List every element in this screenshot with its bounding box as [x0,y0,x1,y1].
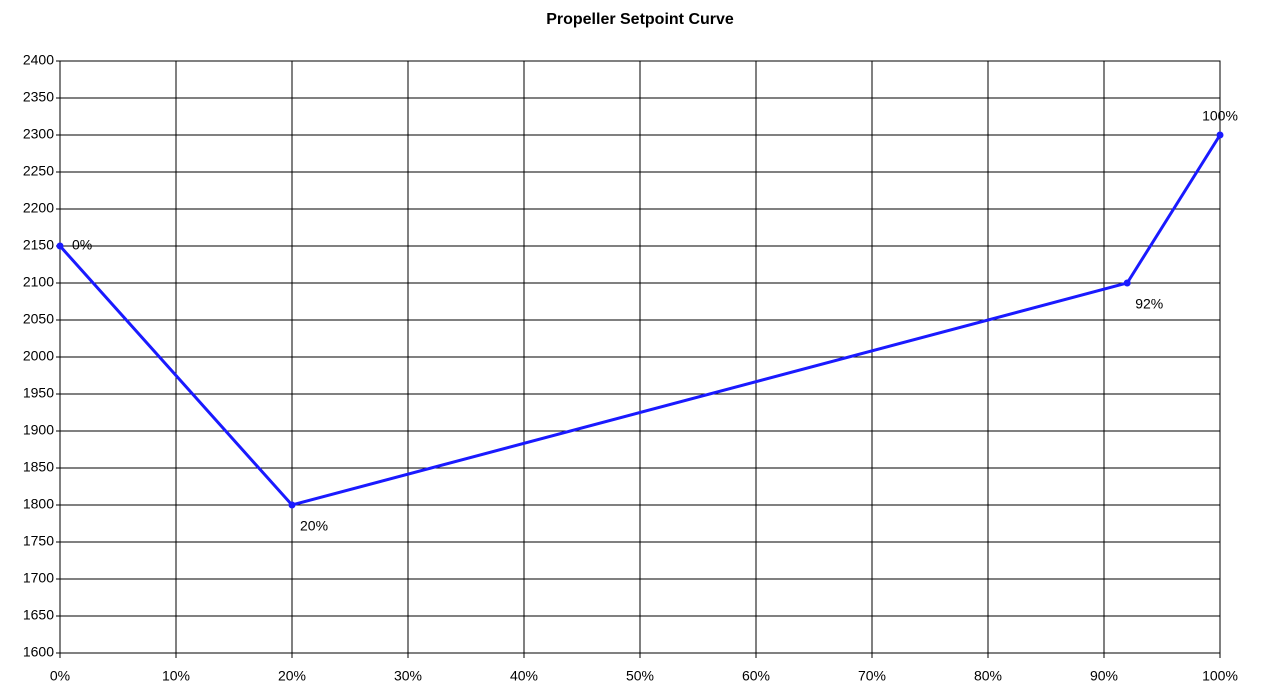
y-tick-label: 1750 [23,533,54,549]
x-tick-label: 100% [1202,668,1238,684]
data-label: 100% [1202,108,1238,124]
line [58,134,1222,507]
y-tick-label: 2050 [23,311,54,327]
y-tick-label: 2350 [23,89,54,105]
y-tick-label: 2100 [23,274,54,290]
plot-border [59,60,1221,654]
y-tick-label: 2150 [23,237,54,253]
chart-title: Propeller Setpoint Curve [546,11,734,28]
y-tick-label: 2200 [23,200,54,216]
data-label: 20% [300,518,328,534]
point [1123,279,1131,287]
y-tick-label: 1650 [23,607,54,623]
x-tick-label: 80% [974,668,1002,684]
y-tick-label: 2300 [23,126,54,142]
y-tick-label: 1600 [23,644,54,660]
x-tick-label: 40% [510,668,538,684]
data-label: 92% [1135,296,1163,312]
y-tick-label: 1800 [23,496,54,512]
data-label: 0% [72,237,92,253]
point [288,501,296,509]
y-tick-label: 1850 [23,459,54,475]
y-tick-label: 1900 [23,422,54,438]
point [1216,131,1224,139]
y-tick-label: 2250 [23,163,54,179]
x-tick-label: 50% [626,668,654,684]
y-tick-label: 2000 [23,348,54,364]
x-tick-label: 0% [50,668,70,684]
x-tick-label: 60% [742,668,770,684]
x-tick-label: 70% [858,668,886,684]
x-tick-label: 30% [394,668,422,684]
y-tick-label: 1950 [23,385,54,401]
x-tick-label: 20% [278,668,306,684]
y-tick-label: 2400 [23,52,54,68]
y-tick-label: 1700 [23,570,54,586]
x-tick-label: 90% [1090,668,1118,684]
point [56,242,64,250]
x-tick-label: 10% [162,668,190,684]
